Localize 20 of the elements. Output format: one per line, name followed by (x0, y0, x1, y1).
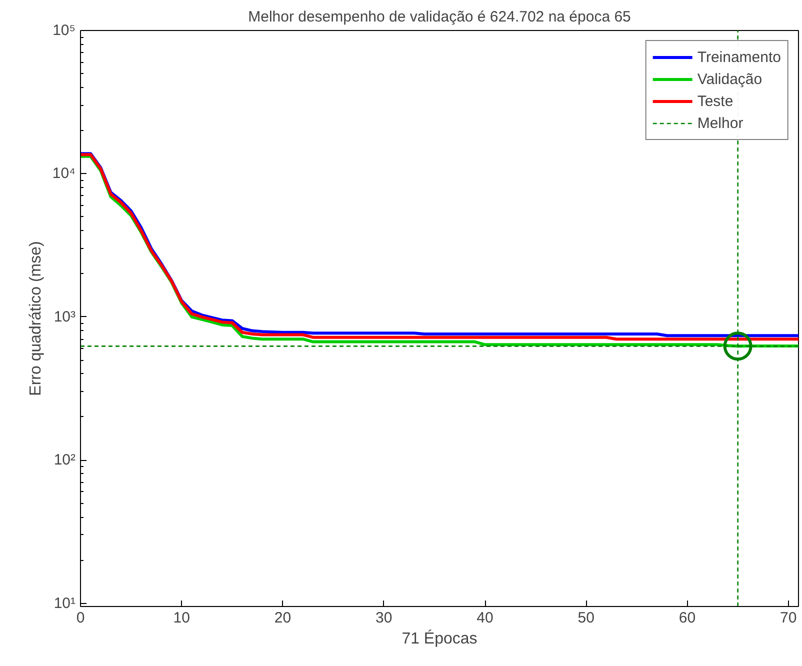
y-tick-label: 10⁵ (52, 22, 76, 39)
y-tick-label: 10¹ (54, 594, 76, 612)
x-tick-label: 70 (780, 610, 797, 626)
x-tick-label: 10 (173, 610, 190, 626)
x-tick-label: 50 (578, 610, 594, 626)
y-tick-label: 10³ (54, 308, 76, 326)
y-tick-label: 10² (54, 452, 76, 469)
x-tick-label: 30 (376, 610, 392, 626)
y-axis-title: Erro quadrático (mse) (27, 241, 44, 396)
x-axis-title: 71 Épocas (402, 630, 478, 648)
legend-label: Validação (697, 70, 762, 88)
x-tick-label: 20 (274, 610, 292, 626)
y-tick-label: 10⁴ (52, 165, 76, 182)
x-tick-label: 0 (76, 610, 85, 626)
chart-title: Melhor desempenho de validação é 624.702 na época 65 (248, 8, 631, 26)
x-tick-label: 60 (678, 610, 696, 626)
legend-label: Melhor (697, 114, 744, 132)
x-tick-label: 40 (476, 610, 494, 626)
legend-label: Treinamento (697, 48, 781, 66)
legend-label: Teste (697, 92, 734, 110)
